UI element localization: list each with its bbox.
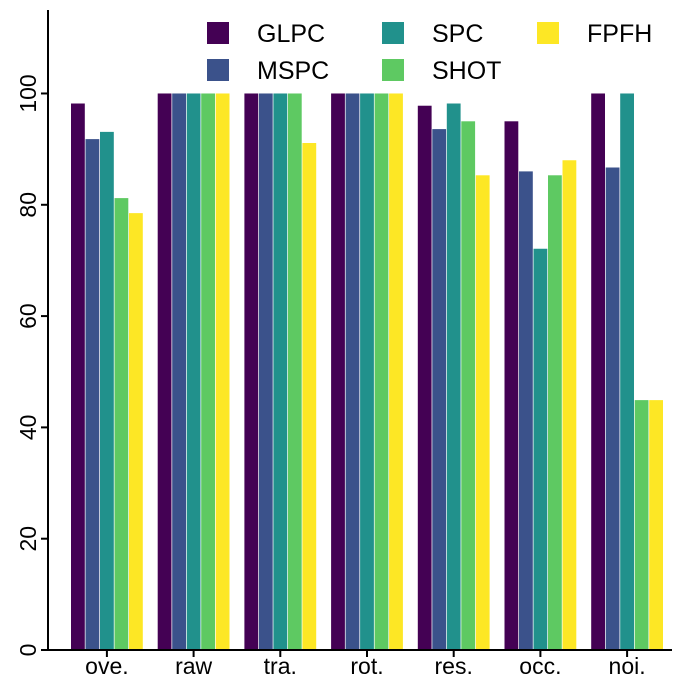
bar-mspc-rot: [345, 93, 360, 651]
legend-item-shot: SHOT: [382, 57, 501, 85]
x-tick-label: occ.: [519, 653, 561, 679]
bar-fpfh-occ: [562, 160, 577, 650]
bar-glpc-occ: [504, 121, 519, 651]
bar-fpfh-ove: [129, 213, 143, 650]
y-ticks-group: 0 20 40 60 80 100: [15, 74, 48, 656]
bar-fpfh-rot: [389, 93, 403, 651]
y-tick-label: 80: [15, 192, 41, 218]
bar-glpc-ove: [71, 103, 85, 650]
bar-glpc-rot: [331, 93, 345, 651]
bar-mspc-noi: [605, 167, 620, 650]
bar-fpfh-noi: [649, 400, 663, 650]
bar-spc-rot: [360, 93, 374, 651]
legend-item-glpc: GLPC: [207, 20, 325, 48]
bar-shot-tra: [287, 93, 302, 651]
legend-label: SPC: [432, 20, 483, 48]
x-ticks-group: ove. raw tra. rot. res. occ. noi.: [85, 650, 646, 679]
legend-label: MSPC: [257, 57, 329, 85]
x-tick-label: noi.: [609, 653, 646, 679]
bar-shot-raw: [201, 93, 215, 651]
legend: GLPC MSPC SPC SHOT FPFH: [207, 20, 652, 85]
x-tick-label: ove.: [85, 653, 128, 679]
bar-glpc-noi: [591, 93, 605, 651]
bar-fpfh-tra: [302, 143, 317, 650]
bar-spc-raw: [186, 93, 201, 651]
x-tick-label: rot.: [350, 653, 383, 679]
legend-item-mspc: MSPC: [207, 57, 329, 85]
y-tick-label: 40: [15, 415, 41, 441]
x-tick-label: raw: [175, 653, 212, 679]
legend-item-spc: SPC: [382, 20, 483, 48]
legend-swatch: [382, 22, 404, 44]
bar-mspc-res: [432, 129, 447, 651]
bar-glpc-tra: [244, 93, 259, 651]
y-tick-label: 0: [15, 644, 41, 657]
bars-group: [71, 93, 663, 651]
bar-shot-rot: [374, 93, 389, 651]
bar-spc-occ: [533, 248, 548, 650]
bar-shot-ove: [114, 198, 129, 650]
legend-swatch: [207, 59, 229, 81]
y-tick-label: 60: [15, 303, 41, 329]
x-tick-label: tra.: [264, 653, 297, 679]
legend-item-fpfh: FPFH: [537, 20, 652, 48]
y-tick-label: 100: [15, 74, 41, 112]
legend-swatch: [382, 59, 404, 81]
bar-shot-res: [461, 121, 476, 651]
bar-spc-tra: [273, 93, 288, 651]
y-tick-label: 20: [15, 526, 41, 552]
legend-swatch: [207, 22, 229, 44]
bar-glpc-raw: [157, 93, 172, 651]
bar-mspc-raw: [172, 93, 186, 651]
bar-mspc-occ: [519, 171, 533, 650]
bar-shot-occ: [548, 175, 562, 651]
bar-spc-noi: [620, 93, 634, 651]
legend-swatch: [537, 22, 559, 44]
bar-spc-ove: [100, 131, 114, 650]
bar-mspc-tra: [258, 93, 273, 651]
x-tick-label: res.: [435, 653, 473, 679]
bar-fpfh-raw: [215, 93, 230, 651]
legend-label: FPFH: [587, 20, 652, 48]
bar-mspc-ove: [85, 139, 100, 651]
bar-spc-res: [446, 103, 461, 650]
legend-label: SHOT: [432, 57, 501, 85]
bar-glpc-res: [417, 105, 432, 651]
bar-shot-noi: [634, 400, 649, 650]
bar-fpfh-res: [475, 175, 490, 651]
legend-label: GLPC: [257, 20, 325, 48]
